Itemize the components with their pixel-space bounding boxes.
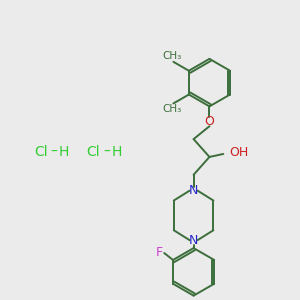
Text: H: H: [58, 145, 69, 159]
Text: O: O: [205, 115, 214, 128]
Text: –: –: [103, 145, 110, 159]
Text: F: F: [156, 245, 163, 259]
Text: CH₃: CH₃: [163, 104, 182, 114]
Text: CH₃: CH₃: [163, 51, 182, 61]
Text: –: –: [50, 145, 57, 159]
Text: H: H: [111, 145, 122, 159]
Text: OH: OH: [229, 146, 248, 160]
Text: N: N: [189, 184, 198, 197]
Text: Cl: Cl: [34, 145, 48, 159]
Text: Cl: Cl: [87, 145, 100, 159]
Text: N: N: [189, 234, 198, 247]
